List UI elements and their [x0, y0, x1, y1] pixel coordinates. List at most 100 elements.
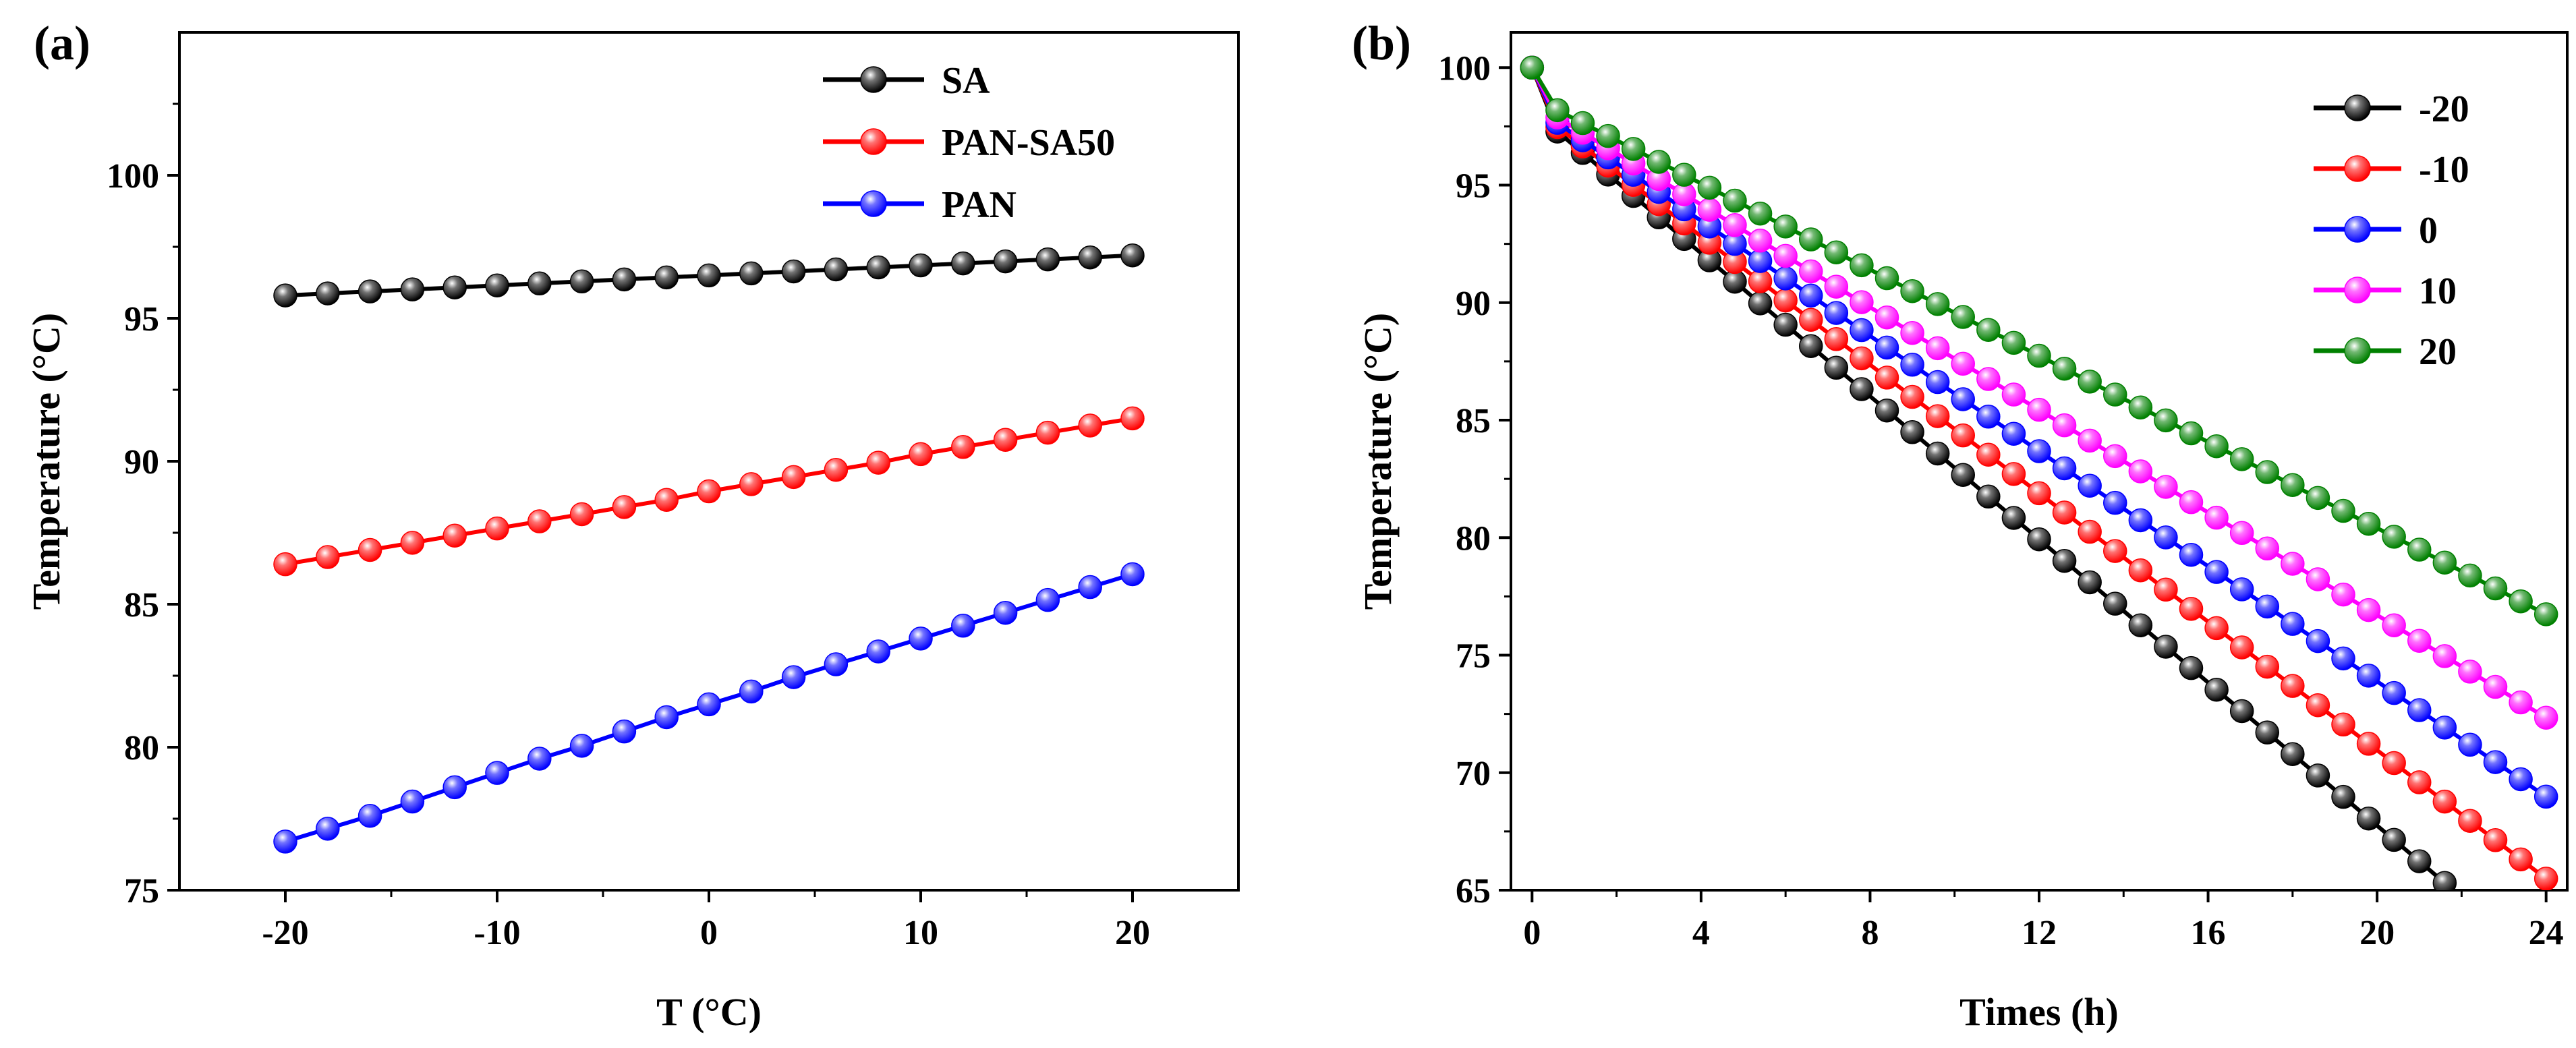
data-point [1520, 55, 1545, 80]
data-point [2027, 439, 2051, 463]
legend-marker [860, 128, 887, 155]
data-point [654, 265, 679, 290]
data-point [1570, 111, 1595, 136]
data-point [1824, 327, 1849, 351]
data-point [442, 775, 467, 800]
data-point [1925, 441, 1950, 466]
data-point [739, 679, 764, 704]
series--10 [1520, 55, 2558, 890]
data-point [273, 283, 297, 308]
data-point [569, 269, 594, 294]
legend-marker [860, 190, 887, 217]
data-point [2306, 629, 2330, 653]
data-point [1773, 266, 1798, 291]
x-tick-label: 20 [2359, 914, 2395, 952]
legend-item: PAN-SA50 [823, 122, 1115, 164]
data-point [1120, 406, 1145, 431]
data-point [2331, 498, 2355, 523]
data-point [316, 545, 340, 569]
y-tick-label: 80 [1456, 519, 1491, 558]
panel-label-b: (b) [1352, 16, 1411, 70]
data-point [909, 627, 933, 651]
data-point [357, 537, 382, 562]
data-point [1850, 346, 1874, 371]
y-tick-label: 95 [1456, 167, 1491, 206]
x-tick-label: -20 [262, 914, 308, 952]
data-point [1976, 318, 2001, 342]
data-point [2306, 763, 2330, 788]
data-point [2001, 382, 2026, 407]
data-point [2306, 693, 2330, 718]
data-point [951, 251, 975, 276]
data-point [612, 267, 637, 292]
legend-marker [2344, 216, 2371, 243]
data-point [2407, 698, 2432, 722]
legend-label: 20 [2419, 331, 2457, 373]
data-point [2281, 674, 2305, 698]
x-tick-label: 0 [700, 914, 718, 952]
data-point [739, 261, 764, 286]
data-point [824, 652, 849, 676]
data-point [2001, 421, 2026, 446]
x-tick-label: 24 [2529, 914, 2564, 952]
data-point [2382, 751, 2406, 776]
data-point [1697, 198, 1722, 222]
data-point [485, 516, 509, 541]
data-point [2432, 644, 2457, 668]
data-point [1035, 420, 1060, 445]
y-tick-label: 95 [124, 300, 159, 339]
series-PAN [273, 562, 1145, 854]
data-point [1925, 336, 1950, 361]
data-point [2432, 716, 2457, 740]
data-point [1874, 305, 1899, 330]
data-point [2078, 428, 2102, 453]
data-point [654, 488, 679, 512]
data-point [1723, 188, 1747, 213]
data-point [1900, 353, 1924, 377]
legend-marker [2344, 276, 2371, 303]
legend: SA PAN-SA50 PAN [823, 60, 1115, 226]
data-point [1850, 377, 1874, 401]
y-tick-label: 75 [124, 872, 159, 910]
y-tick-label: 65 [1456, 872, 1491, 910]
data-point [1545, 98, 1570, 123]
plot-area [273, 243, 1145, 854]
data-point [2229, 447, 2254, 471]
data-point [2432, 789, 2457, 814]
data-point [2356, 598, 2381, 622]
legend-item: 20 [2314, 331, 2457, 373]
data-point [569, 734, 594, 758]
data-point [2534, 784, 2558, 809]
data-point [400, 277, 425, 301]
legend-label: PAN [942, 184, 1017, 226]
data-point [1874, 398, 1899, 423]
data-point [2281, 473, 2305, 497]
data-point [442, 275, 467, 299]
legend-label: 0 [2419, 210, 2438, 252]
data-point [1748, 249, 1773, 273]
data-point [1798, 308, 1823, 332]
data-point [2179, 542, 2204, 567]
data-point [2229, 577, 2254, 602]
data-point [2154, 577, 2178, 602]
data-point [866, 255, 890, 280]
data-point [1120, 562, 1145, 587]
data-point [1672, 163, 1696, 187]
data-point [2052, 500, 2077, 525]
data-point [1621, 137, 1646, 161]
data-point [2432, 871, 2457, 890]
data-point [697, 692, 721, 717]
data-point [316, 817, 340, 841]
y-axis-title: Temperature (°C) [24, 313, 68, 610]
data-point [485, 761, 509, 785]
legend-item: PAN [823, 184, 1017, 226]
data-point [527, 509, 552, 533]
y-tick-label: 75 [1456, 637, 1491, 676]
data-point [2382, 613, 2406, 637]
x-tick-label: -10 [474, 914, 520, 952]
data-point [2331, 712, 2355, 737]
data-point [2407, 849, 2432, 873]
data-point [1773, 243, 1798, 268]
data-point [2534, 705, 2558, 730]
